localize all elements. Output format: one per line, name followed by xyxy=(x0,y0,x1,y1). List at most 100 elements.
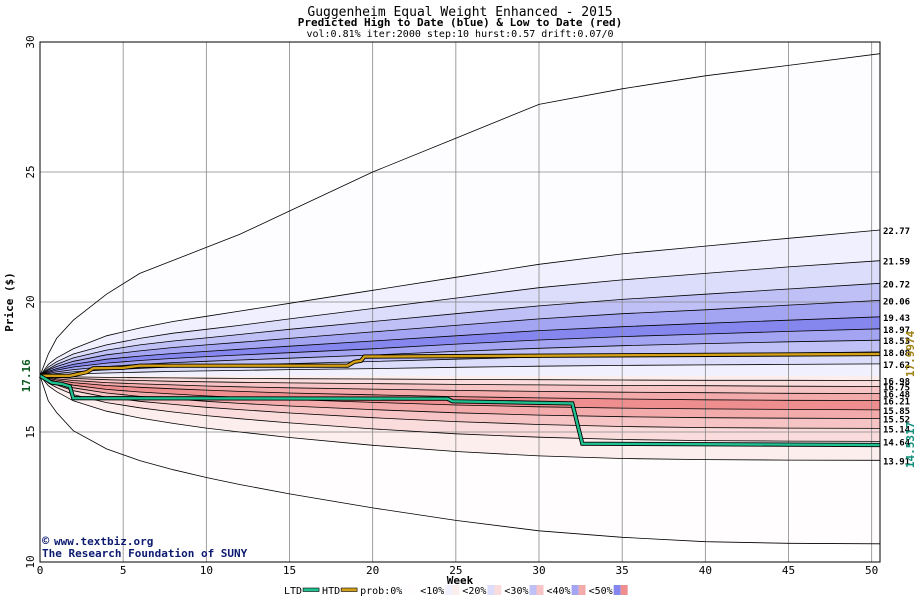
chart-title: Guggenheim Equal Weight Enhanced - 2015 xyxy=(307,5,612,20)
final-values: 17.9974 14.5317 xyxy=(904,330,917,468)
band-lower-6 xyxy=(40,375,880,429)
legend-label: <40% xyxy=(547,586,571,597)
y-tick-label: 15 xyxy=(24,425,37,438)
x-tick-label: 40 xyxy=(699,564,712,577)
quantile-line-17 xyxy=(39,375,881,442)
watermark-org: The Research Foundation of SUNY xyxy=(42,547,248,560)
quantile-line-3 xyxy=(39,282,881,377)
legend-label: HTD xyxy=(322,586,340,597)
x-tick-label: 35 xyxy=(616,564,629,577)
quantile-line-2 xyxy=(39,260,881,377)
legend-swatch-blue xyxy=(403,585,411,595)
legend-swatch-red xyxy=(578,585,586,595)
band-upper-9 xyxy=(40,363,880,376)
legend-swatch-blue xyxy=(613,585,621,595)
x-tick-label: 15 xyxy=(283,564,296,577)
quantile-line-11 xyxy=(39,375,881,387)
quantile-label: 15.52 xyxy=(883,415,910,425)
band-upper-0 xyxy=(40,53,880,376)
legend-swatch-blue xyxy=(487,585,495,595)
y-axis-label: Price ($) xyxy=(3,272,16,332)
quantile-label: 18.53 xyxy=(883,337,910,347)
y-tick-label: 20 xyxy=(24,295,37,308)
band-lower-8 xyxy=(40,375,880,461)
chart-subtitle: Predicted High to Date (blue) & Low to D… xyxy=(298,16,623,29)
quantile-line-13 xyxy=(39,375,881,401)
quantile-line-19 xyxy=(39,375,881,545)
quantile-line-16 xyxy=(39,375,881,429)
legend-swatch-red xyxy=(452,585,460,595)
series-lines xyxy=(38,351,881,448)
band-upper-1 xyxy=(40,230,880,376)
quantile-label: 22.77 xyxy=(883,227,910,237)
legend-swatch-red xyxy=(494,585,502,595)
y-axis-ticks: 10 15 20 25 30 xyxy=(24,35,37,568)
quantile-line-12 xyxy=(39,375,881,394)
band-upper-2 xyxy=(40,260,880,376)
legend-label: prob:0% xyxy=(360,586,402,597)
band-upper-5 xyxy=(40,316,880,376)
series-line-ltd xyxy=(39,374,881,447)
quantile-line-18 xyxy=(39,375,881,461)
y-tick-label: 25 xyxy=(24,165,37,178)
legend-swatch-red xyxy=(410,585,418,595)
legend-swatch-blue xyxy=(445,585,453,595)
quantile-label: 19.43 xyxy=(883,314,910,324)
band-lower-0 xyxy=(40,375,880,381)
x-axis-ticks: 0 5 10 15 20 25 30 35 40 45 50 xyxy=(37,564,879,577)
x-tick-label: 20 xyxy=(366,564,379,577)
series-line-htd xyxy=(40,352,881,377)
start-price-label: 17.16 xyxy=(20,359,33,392)
legend-swatch-red xyxy=(620,585,628,595)
quantile-label: 16.48 xyxy=(883,391,910,401)
quantile-label: 17.62 xyxy=(883,361,910,371)
quantile-line-6 xyxy=(39,328,881,377)
band-lower-9 xyxy=(40,375,880,544)
legend-label: LTD xyxy=(284,586,302,597)
quantile-label: 21.59 xyxy=(883,258,910,268)
legend-label: <20% xyxy=(462,586,486,597)
legend-label: <10% xyxy=(420,586,444,597)
band-upper-6 xyxy=(40,328,880,376)
plot-frame xyxy=(39,41,881,563)
quantile-label: 15.85 xyxy=(883,407,910,417)
quantile-label: 15.14 xyxy=(883,425,911,435)
quantile-label: 20.72 xyxy=(883,280,910,290)
x-tick-label: 0 xyxy=(37,564,44,577)
x-tick-label: 50 xyxy=(865,564,878,577)
quantile-line-0 xyxy=(39,53,881,376)
x-axis-label: Week xyxy=(447,574,474,587)
quantile-label: 16.75 xyxy=(883,384,910,394)
chart-params: vol:0.81% iter:2000 step:10 hurst:0.57 d… xyxy=(306,29,613,40)
legend-line-swatch xyxy=(302,587,320,592)
legend-swatch-red xyxy=(536,585,544,595)
quantile-line-4 xyxy=(39,300,881,377)
x-tick-label: 30 xyxy=(532,564,545,577)
legend-line-swatch xyxy=(340,587,358,592)
y-tick-label: 30 xyxy=(24,35,37,48)
legend-label: <30% xyxy=(504,586,528,597)
quantile-label: 14.64 xyxy=(883,438,911,448)
watermark-url: www.textbiz.org xyxy=(54,535,153,548)
band-upper-3 xyxy=(40,283,880,376)
legend-swatch-blue xyxy=(571,585,579,595)
quantile-label: 20.06 xyxy=(883,297,910,307)
legend-swatch-blue xyxy=(529,585,537,595)
band-upper-4 xyxy=(40,300,880,376)
band-lower-3 xyxy=(40,375,880,401)
legend-label: <50% xyxy=(589,586,613,597)
x-tick-label: 5 xyxy=(120,564,127,577)
x-tick-label: 25 xyxy=(449,564,462,577)
quantile-label: 16.21 xyxy=(883,398,910,408)
quantile-line-5 xyxy=(39,316,881,377)
final-value-ltd: 14.5317 xyxy=(904,422,917,468)
band-lower-4 xyxy=(40,375,880,410)
quantile-label: 13.91 xyxy=(883,457,910,467)
legend: LTD HTD prob:0% <10% <20% <30% <40% <50% xyxy=(284,585,628,597)
quantile-label: 18.97 xyxy=(883,326,910,336)
band-upper-8 xyxy=(40,351,880,376)
final-value-htd: 17.9974 xyxy=(904,330,917,377)
band-lower-7 xyxy=(40,375,880,442)
